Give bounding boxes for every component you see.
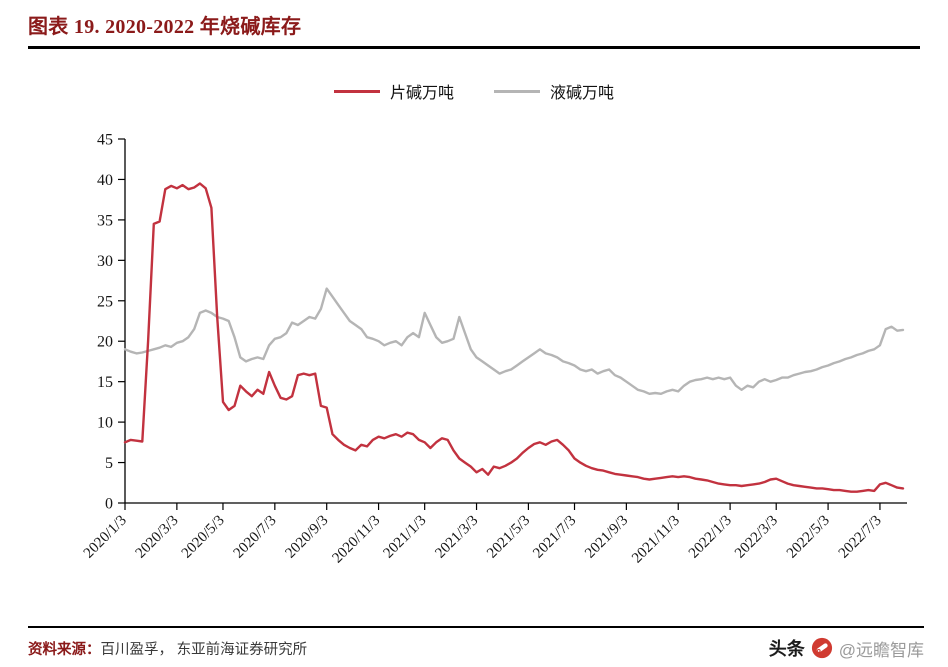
- legend-label-liquid-caustic: 液碱万吨: [550, 85, 615, 102]
- series-line-1: [123, 287, 905, 395]
- y-tick-label: 5: [105, 455, 113, 472]
- yuanzhan-zhiku-logo-icon: [811, 637, 832, 659]
- chart-legend: 片碱万吨 液碱万吨: [0, 79, 948, 103]
- source-note-label: 资料来源：: [28, 641, 101, 658]
- watermark-handle: @远瞻智库: [838, 640, 924, 660]
- x-tick-label: 2020/3/3: [133, 513, 182, 562]
- x-tick-label: 2021/1/3: [380, 513, 429, 562]
- y-tick-label: 40: [97, 172, 113, 189]
- footer: 资料来源：百川盈孚， 东亚前海证券研究所 头条 @远瞻智库: [28, 626, 924, 661]
- caustic-soda-inventory-line-chart: 0 5 10 15 20 25 30 35 40 45 2020/1/3 2020/3/32020/5…: [81, 132, 907, 567]
- x-tick-label: 2021/11/3: [629, 513, 683, 567]
- y-tick-label: 30: [97, 253, 113, 270]
- title-underline-rule: [28, 46, 920, 49]
- y-tick-label: 35: [97, 212, 113, 229]
- watermark: 头条 @远瞻智库: [769, 635, 924, 661]
- x-tick-label: 2021/9/3: [582, 513, 631, 562]
- y-tick-label: 15: [97, 374, 113, 391]
- y-tick-label: 25: [97, 293, 113, 310]
- x-tick-label: 2021/5/3: [484, 513, 533, 562]
- legend-gray-line-swatch: [494, 89, 540, 93]
- x-tick-label: 2020/7/3: [231, 513, 280, 562]
- x-tick-label: 2021/3/3: [432, 513, 481, 562]
- x-tick-label: 2020/5/3: [179, 513, 228, 562]
- x-tick-label: 2022/5/3: [784, 513, 833, 562]
- x-tick-label: 2020/1/3: [81, 513, 130, 562]
- legend-item-liquid-caustic: 液碱万吨: [494, 79, 614, 103]
- y-tick-label: 45: [97, 132, 113, 149]
- legend-red-line-swatch: [333, 89, 380, 93]
- y-tick-label: 10: [97, 415, 113, 432]
- source-note: 资料来源：百川盈孚， 东亚前海证券研究所: [28, 638, 307, 659]
- legend-label-flake-caustic: 片碱万吨: [389, 85, 454, 102]
- chart-title: 图表 19. 2020-2022 年烧碱库存: [28, 16, 302, 38]
- x-tick-label: 2021/7/3: [530, 513, 579, 562]
- x-tick-label: 2020/9/3: [282, 513, 331, 562]
- series-line-0: [123, 182, 905, 493]
- x-tick-label: 2022/1/3: [686, 513, 735, 562]
- x-tick-label: 2022/7/3: [836, 513, 885, 562]
- source-note-text: 百川盈孚， 东亚前海证券研究所: [100, 641, 308, 658]
- x-tick-label: 2020/11/3: [329, 513, 383, 567]
- y-tick-label: 20: [97, 334, 113, 351]
- y-tick-label: 0: [105, 496, 113, 513]
- legend-item-flake-caustic: 片碱万吨: [333, 79, 454, 103]
- toutiao-wordmark: 头条: [768, 639, 805, 659]
- x-tick-label: 2022/3/3: [732, 513, 781, 562]
